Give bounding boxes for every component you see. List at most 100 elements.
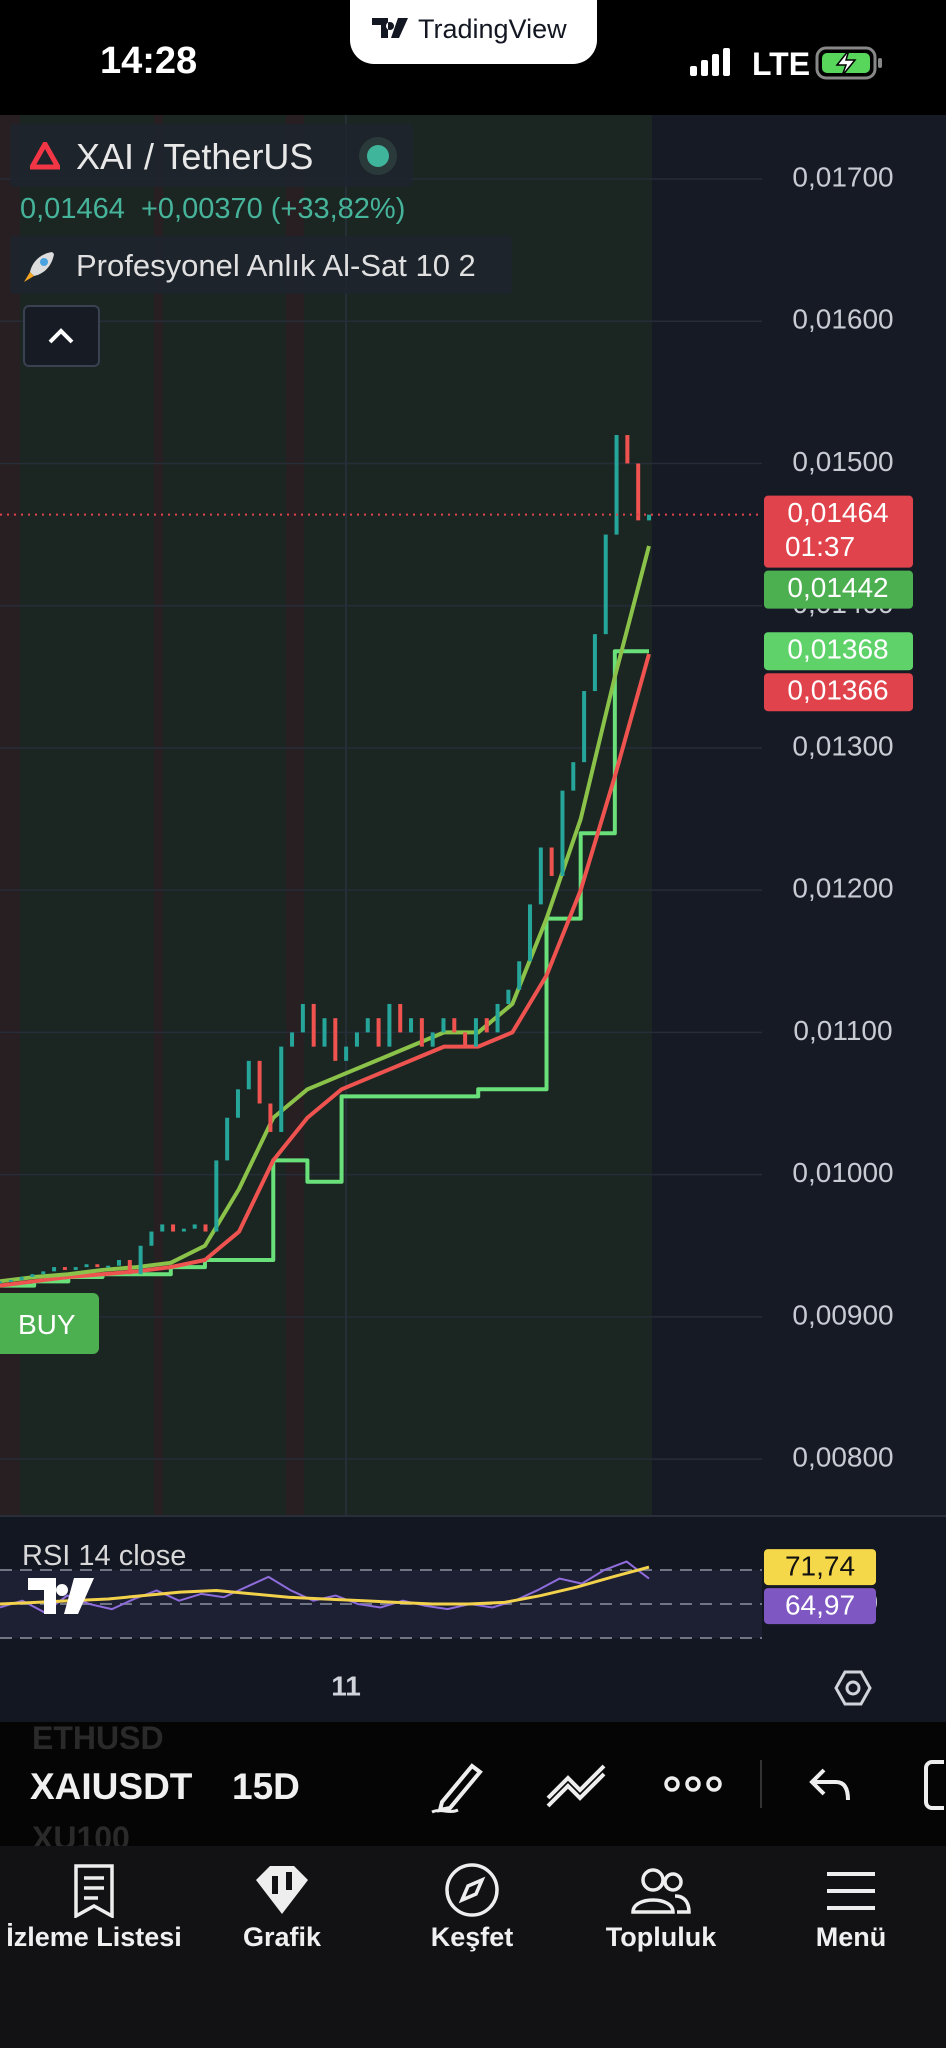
y-tick-label: 0,01500 bbox=[792, 446, 893, 477]
candle bbox=[517, 961, 522, 990]
y-tick-label: 0,01600 bbox=[792, 304, 893, 335]
candle bbox=[506, 989, 511, 1004]
next-symbol[interactable]: XU100 bbox=[32, 1820, 130, 1846]
rocket-icon bbox=[24, 252, 54, 282]
session-break bbox=[154, 115, 163, 1516]
candle bbox=[214, 1160, 219, 1232]
candle bbox=[279, 1046, 284, 1132]
candle bbox=[257, 1060, 262, 1104]
price-change: +0,00370 (+33,82%) bbox=[140, 193, 406, 225]
candle bbox=[300, 1003, 305, 1033]
candle bbox=[84, 1264, 89, 1268]
candle bbox=[528, 904, 533, 962]
draw-button[interactable] bbox=[430, 1758, 486, 1814]
bottom-nav bbox=[0, 1846, 946, 2048]
y-tick-label: 0,01300 bbox=[792, 730, 893, 761]
candle bbox=[495, 1003, 500, 1033]
candle bbox=[138, 1245, 143, 1275]
candle bbox=[647, 514, 651, 521]
nav-label: İzleme Listesi bbox=[6, 1922, 182, 1952]
slow-ma-line bbox=[0, 653, 651, 1288]
candle bbox=[387, 1003, 392, 1047]
session-break bbox=[0, 115, 20, 1516]
app-name: TradingView bbox=[418, 14, 567, 44]
menu-icon bbox=[827, 1872, 875, 1910]
countdown: 01:37 bbox=[785, 531, 855, 562]
more-button[interactable] bbox=[664, 1774, 722, 1794]
candle bbox=[560, 790, 565, 876]
exchange-icon bbox=[30, 142, 60, 170]
price-line: 0,01464 +0,00370 (+33,82%) bbox=[20, 193, 405, 226]
candle bbox=[290, 1032, 295, 1047]
candle bbox=[365, 1018, 370, 1033]
candle bbox=[592, 634, 597, 692]
symbol-button[interactable]: XAIUSDT bbox=[30, 1766, 192, 1807]
candle bbox=[30, 1274, 35, 1278]
candle bbox=[116, 1259, 121, 1266]
clock: 14:28 bbox=[100, 40, 198, 82]
network: LTE bbox=[752, 46, 811, 82]
nav-menu[interactable]: Menü bbox=[761, 1860, 941, 1953]
indicator-box[interactable]: Profesyonel Anlık Al-Sat 10 2 bbox=[10, 236, 512, 294]
nav-label: Keşfet bbox=[430, 1922, 514, 1952]
candle bbox=[246, 1060, 251, 1090]
candle bbox=[463, 1032, 468, 1047]
nav-watchlist[interactable]: İzleme Listesi bbox=[4, 1860, 184, 1953]
candle bbox=[538, 847, 543, 905]
rsi-title: RSI 14 close bbox=[22, 1540, 187, 1572]
candle bbox=[95, 1264, 100, 1268]
candle bbox=[19, 1277, 24, 1280]
candle bbox=[106, 1265, 111, 1268]
candle bbox=[225, 1117, 230, 1161]
price-tag bbox=[764, 495, 913, 568]
candle bbox=[73, 1267, 78, 1270]
candle bbox=[473, 1018, 478, 1047]
candle bbox=[452, 1018, 457, 1033]
candle bbox=[549, 847, 554, 876]
price-tag bbox=[764, 632, 913, 671]
chart-icon bbox=[256, 1866, 308, 1914]
prev-symbol[interactable]: ETHUSD bbox=[32, 1722, 164, 1756]
community-icon bbox=[631, 1868, 691, 1914]
candle bbox=[344, 1046, 349, 1061]
price-tag bbox=[764, 673, 913, 712]
rsi-tag-label: 71,74 bbox=[785, 1550, 855, 1581]
settings-button[interactable] bbox=[834, 1670, 872, 1706]
indicators-button[interactable] bbox=[546, 1762, 608, 1808]
session-break bbox=[286, 115, 304, 1516]
rsi-tag bbox=[764, 1549, 876, 1586]
nav-community[interactable]: Topluluk bbox=[571, 1860, 751, 1953]
candle bbox=[41, 1271, 46, 1275]
undo-button[interactable] bbox=[808, 1766, 852, 1802]
y-tick-label: 0,01700 bbox=[792, 161, 893, 192]
nav-chart[interactable]: Grafik bbox=[192, 1860, 372, 1953]
y-tick-label: 0,01000 bbox=[792, 1157, 893, 1188]
y-tick-label: 0,00900 bbox=[792, 1299, 893, 1330]
fullscreen-button[interactable] bbox=[918, 1760, 946, 1810]
nav-explore[interactable]: Keşfet bbox=[382, 1860, 562, 1953]
nav-label: Topluluk bbox=[605, 1922, 717, 1952]
candle bbox=[430, 1032, 435, 1047]
interval-button[interactable]: 15D bbox=[232, 1766, 300, 1807]
divider bbox=[760, 1760, 762, 1808]
rsi-tag-label: 64,97 bbox=[785, 1589, 855, 1620]
symbol-box[interactable]: XAI / TetherUS bbox=[10, 124, 413, 187]
buy-label: BUY bbox=[18, 1309, 76, 1340]
candle bbox=[398, 1003, 403, 1033]
gear-icon bbox=[834, 1670, 872, 1706]
chevron-up bbox=[48, 328, 74, 344]
candle bbox=[235, 1089, 240, 1118]
candle bbox=[268, 1103, 273, 1132]
candle bbox=[62, 1267, 67, 1270]
y-tick-label: 0,00800 bbox=[792, 1441, 893, 1472]
time-label: 11 bbox=[331, 1670, 361, 1701]
tv-logo bbox=[372, 18, 408, 38]
candle bbox=[0, 1281, 2, 1284]
candle bbox=[160, 1224, 165, 1232]
collapse-button[interactable] bbox=[23, 305, 100, 367]
app-pill: TradingView bbox=[350, 0, 597, 64]
session-bg bbox=[0, 115, 652, 1516]
candle bbox=[192, 1224, 197, 1229]
